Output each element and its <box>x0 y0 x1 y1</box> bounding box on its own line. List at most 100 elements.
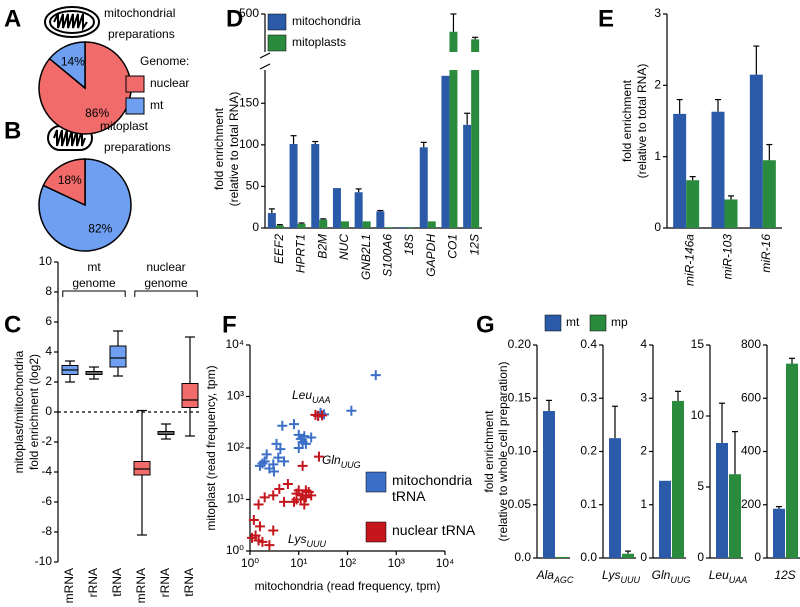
point <box>346 405 357 416</box>
point <box>370 370 381 381</box>
point <box>279 456 290 467</box>
group-bracket <box>134 290 198 297</box>
x-tick-label: 10⁰ <box>241 556 259 570</box>
bar <box>609 438 621 558</box>
pie-slice <box>42 158 86 207</box>
point <box>313 451 324 462</box>
y-tick-label: 0.10 <box>508 444 532 458</box>
y-tick-label: 0 <box>640 550 647 564</box>
y-axis-label: fold enrichment <box>212 107 226 190</box>
pie-label: 14% <box>61 54 85 68</box>
point <box>268 490 279 501</box>
box <box>109 345 127 368</box>
point <box>268 466 279 477</box>
x-tick-label: AlaAGC <box>536 568 574 585</box>
bar <box>729 474 741 558</box>
bar <box>773 508 785 558</box>
legend-swatch <box>267 34 287 52</box>
legend-label: mp <box>611 315 628 329</box>
point <box>247 532 258 543</box>
bar <box>716 442 728 558</box>
y-tick-label: 50 <box>246 179 260 193</box>
pie-slice <box>48 41 86 90</box>
bar <box>659 480 671 558</box>
y-tick-label: 10⁴ <box>225 337 244 351</box>
x-tick-label: S100A6 <box>381 234 395 277</box>
y-tick-label: 3 <box>640 390 647 404</box>
y-tick-label: 200 <box>741 497 761 511</box>
x-tick-label: LysUUU <box>602 568 640 585</box>
pie-label: 18% <box>58 173 82 187</box>
x-tick-label-sub: UAA <box>729 575 748 585</box>
panel-letter: A <box>4 5 21 32</box>
y-axis-label: mitoplast/miitochondria <box>12 350 26 473</box>
y-axis-label: fold enrichment (log2) <box>27 354 41 470</box>
point <box>257 536 268 547</box>
y-tick-label: 3 <box>654 6 661 20</box>
bar <box>471 39 480 52</box>
annotation: GlnUUG <box>322 453 361 470</box>
y-tick-label: 0.3 <box>580 390 597 404</box>
x-axis-label: mitochondria (read frequency, tpm) <box>255 579 441 593</box>
y-tick-label: 0 <box>754 550 761 564</box>
y-tick-label: -4 <box>41 464 52 478</box>
point <box>300 485 311 496</box>
y-tick-label: 2 <box>640 444 647 458</box>
legend-swatch <box>125 97 145 115</box>
legend-label: nuclear tRNA <box>392 522 476 538</box>
x-tick-label-text: Gln <box>652 568 671 582</box>
y-tick-label: 10³ <box>227 389 244 403</box>
y-tick-label: 400 <box>741 444 761 458</box>
bar <box>311 144 320 228</box>
y-tick-label: 1 <box>640 497 647 511</box>
y-tick-label: 600 <box>741 390 761 404</box>
legend-label: nuclear <box>150 76 189 90</box>
bar <box>362 221 371 228</box>
y-tick-label: 15 <box>691 337 705 351</box>
panel-letter: B <box>4 117 21 144</box>
y-tick-label: -8 <box>41 524 52 538</box>
annotation-sub: UUG <box>341 460 361 470</box>
bar <box>354 192 363 228</box>
x-tick-label: tRNA <box>110 568 124 597</box>
y-tick-label: -2 <box>41 434 52 448</box>
x-tick-label: NUC <box>337 234 351 260</box>
bar <box>711 111 725 228</box>
point <box>279 496 290 507</box>
y-tick-label: 10 <box>691 408 705 422</box>
x-tick-label: 12S <box>467 234 481 255</box>
y-tick-label: 2 <box>45 374 52 388</box>
y-tick-label: 0.20 <box>508 337 532 351</box>
bar <box>672 400 684 558</box>
y-axis-label: fold enrichment <box>482 410 496 493</box>
legend-swatch <box>125 75 145 93</box>
y-tick-label: 10² <box>227 440 244 454</box>
y-tick-label: 0.15 <box>508 390 532 404</box>
panel-letter: F <box>222 311 237 338</box>
y-tick-label: 0 <box>252 220 259 234</box>
x-tick-label: tRNA <box>182 568 196 597</box>
bar <box>449 70 458 228</box>
point <box>257 458 268 469</box>
annotation: LysUUU <box>288 532 326 549</box>
point <box>275 444 286 455</box>
bar <box>543 411 555 558</box>
legend-label: mt <box>566 315 580 329</box>
point <box>293 429 304 440</box>
group-label: genome <box>144 276 188 290</box>
y-tick-label: 1 <box>654 149 661 163</box>
point <box>254 521 265 532</box>
bar <box>319 219 328 228</box>
legend-label: mt <box>150 98 164 112</box>
point <box>268 525 279 536</box>
point <box>264 540 275 551</box>
panel-letter: C <box>4 311 21 338</box>
legend-swatch <box>365 521 387 543</box>
x-tick-label: EEF2 <box>272 234 286 264</box>
bar <box>376 211 385 228</box>
point <box>289 496 300 507</box>
group-label: nuclear <box>146 260 185 274</box>
x-tick-label: CO1 <box>446 234 460 259</box>
x-tick-label: 10² <box>339 556 356 570</box>
